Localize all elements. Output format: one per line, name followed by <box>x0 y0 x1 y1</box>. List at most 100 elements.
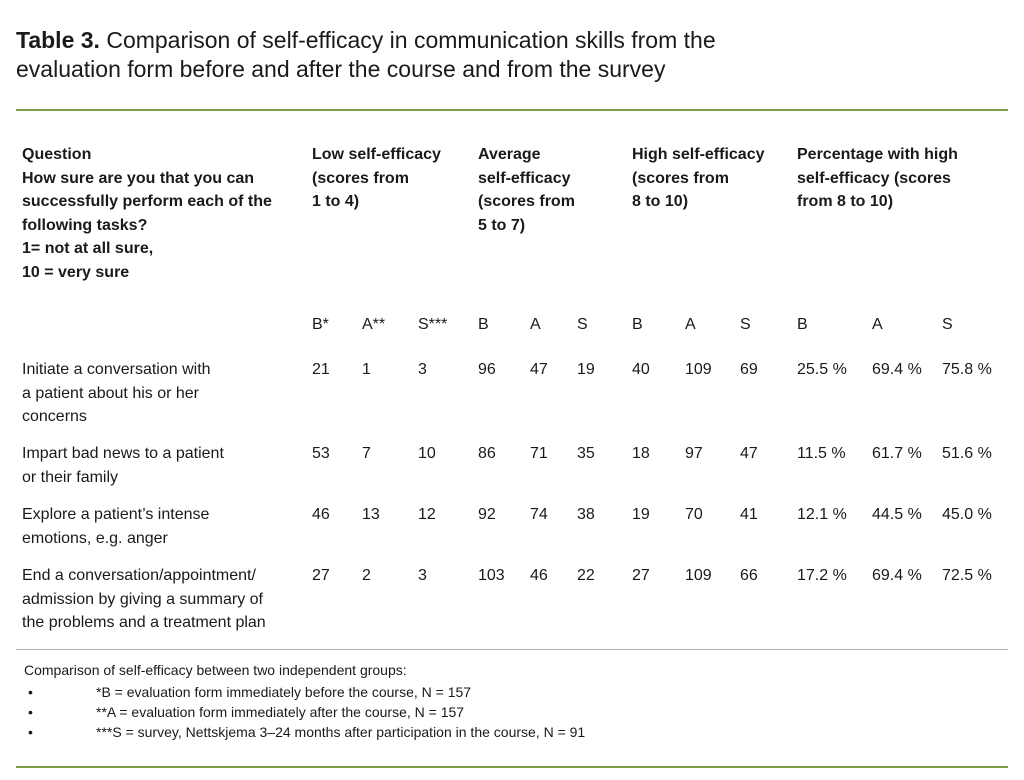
cell: 12.1 % <box>797 506 847 523</box>
title-label: Table 3. <box>16 27 100 53</box>
cell: 92 <box>478 506 496 523</box>
column-header: Percentage with high <box>797 146 958 163</box>
cell: 47 <box>740 445 758 462</box>
column-header: (scores from <box>632 169 729 187</box>
cell: 71 <box>530 445 548 462</box>
cell: 70 <box>685 506 703 523</box>
sub-header: S <box>942 316 953 333</box>
table-bottom-rule <box>16 649 1008 650</box>
column-header: self-efficacy <box>478 169 571 187</box>
bullet: • <box>28 684 33 700</box>
cell: 109 <box>685 567 712 584</box>
cell: 12 <box>418 506 436 523</box>
cell: 17.2 % <box>797 567 847 584</box>
column-header: from 8 to 10) <box>797 193 894 210</box>
cell: 74 <box>530 506 548 523</box>
sub-header: B <box>632 316 643 333</box>
column-header: (scores from <box>312 169 409 187</box>
cell: 44.5 % <box>872 506 922 523</box>
cell: 96 <box>478 361 496 378</box>
top-rule <box>16 109 1008 111</box>
sub-header: S*** <box>418 316 448 333</box>
column-header: Average <box>478 146 541 163</box>
column-header: 8 to 10) <box>632 193 689 210</box>
cell: 69.4 % <box>872 361 922 378</box>
title-line: Comparison of self-efficacy in communica… <box>106 27 716 53</box>
bullet: • <box>28 704 33 720</box>
row-question: the problems and a treatment plan <box>22 614 266 631</box>
title-line: evaluation form before and after the cou… <box>16 56 666 82</box>
row-question: or their family <box>22 468 119 486</box>
sub-header: S <box>740 316 751 333</box>
sub-header: B <box>797 316 808 333</box>
cell: 97 <box>685 445 703 462</box>
cell: 53 <box>312 445 330 462</box>
cell: 22 <box>577 567 595 584</box>
row-question: End a conversation/appointment/ <box>22 567 256 584</box>
cell: 86 <box>478 445 496 462</box>
row-question: Explore a patient’s intense <box>22 506 210 523</box>
cell: 25.5 % <box>797 361 847 378</box>
row-question: a patient about his or her <box>22 384 200 402</box>
sub-header: A <box>872 316 883 333</box>
column-header: following tasks? <box>22 216 148 234</box>
column-header: How sure are you that you can <box>22 169 255 187</box>
row-question: emotions, e.g. anger <box>22 529 168 547</box>
cell: 7 <box>362 445 371 462</box>
sub-header: A <box>530 316 541 333</box>
column-header: (scores from <box>478 193 575 210</box>
cell: 3 <box>418 361 427 378</box>
cell: 66 <box>740 567 758 584</box>
row-question: Initiate a conversation with <box>22 361 211 378</box>
cell: 1 <box>362 361 371 378</box>
cell: 35 <box>577 445 595 462</box>
cell: 75.8 % <box>942 361 992 378</box>
column-header: 5 to 7) <box>478 216 526 234</box>
cell: 103 <box>478 567 505 584</box>
bullet: • <box>28 724 33 740</box>
cell: 21 <box>312 361 330 378</box>
cell: 19 <box>632 506 650 523</box>
footnote-item: *B = evaluation form immediately before … <box>96 684 472 700</box>
footnote-item: ***S = survey, Nettskjema 3–24 months af… <box>96 724 586 740</box>
cell: 47 <box>530 361 548 378</box>
cell: 10 <box>418 445 436 462</box>
column-header: High self-efficacy <box>632 146 765 163</box>
cell: 18 <box>632 445 650 462</box>
column-header: self-efficacy (scores <box>797 169 951 187</box>
sub-header: B <box>478 316 489 333</box>
cell: 27 <box>312 567 330 584</box>
cell: 69.4 % <box>872 567 922 584</box>
cell: 109 <box>685 361 712 378</box>
row-question: concerns <box>22 408 87 425</box>
column-header: 10 = very sure <box>22 263 130 281</box>
column-header: 1= not at all sure, <box>22 240 154 257</box>
cell: 46 <box>312 506 330 523</box>
sub-header: A <box>685 316 696 333</box>
cell: 61.7 % <box>872 445 922 462</box>
cell: 2 <box>362 567 371 584</box>
cell: 41 <box>740 506 758 523</box>
cell: 45.0 % <box>942 506 992 523</box>
cell: 13 <box>362 506 380 523</box>
column-header: 1 to 4) <box>312 193 360 210</box>
title: Table 3. Comparison of self-efficacy in … <box>16 26 716 84</box>
cell: 19 <box>577 361 595 378</box>
cell: 69 <box>740 361 758 378</box>
cell: 72.5 % <box>942 567 992 584</box>
footnote-item: **A = evaluation form immediately after … <box>96 704 465 720</box>
cell: 3 <box>418 567 427 584</box>
column-header: Low self-efficacy <box>312 146 441 163</box>
sub-header: S <box>577 316 588 333</box>
column-header: successfully perform each of the <box>22 193 272 210</box>
cell: 38 <box>577 506 595 523</box>
cell: 27 <box>632 567 650 584</box>
cell: 46 <box>530 567 548 584</box>
column-header: Question <box>22 146 92 163</box>
sub-header: B* <box>312 316 329 333</box>
row-question: admission by giving a summary of <box>22 590 263 608</box>
sub-header: A** <box>362 316 386 333</box>
cell: 40 <box>632 361 650 378</box>
cell: 11.5 % <box>797 445 846 462</box>
